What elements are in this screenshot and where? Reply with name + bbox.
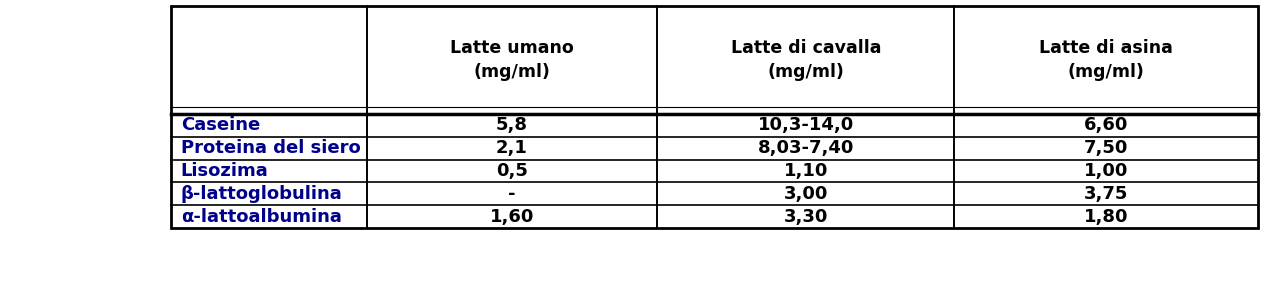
Text: 3,30: 3,30 (784, 208, 828, 226)
Text: Caseine: Caseine (181, 116, 260, 134)
Text: 5,8: 5,8 (495, 116, 528, 134)
Text: 7,50: 7,50 (1083, 139, 1129, 157)
Text: 3,75: 3,75 (1083, 185, 1129, 203)
Text: Latte umano
(mg/ml): Latte umano (mg/ml) (450, 39, 574, 81)
Text: 8,03-7,40: 8,03-7,40 (757, 139, 854, 157)
Text: 1,80: 1,80 (1083, 208, 1129, 226)
Text: Latte di asina
(mg/ml): Latte di asina (mg/ml) (1039, 39, 1173, 81)
Text: Latte di cavalla
(mg/ml): Latte di cavalla (mg/ml) (731, 39, 881, 81)
Text: β-lattoglobulina: β-lattoglobulina (181, 185, 343, 203)
Text: α-lattoalbumina: α-lattoalbumina (181, 208, 341, 226)
Text: Lisozima: Lisozima (181, 162, 268, 180)
Text: 10,3-14,0: 10,3-14,0 (757, 116, 854, 134)
Text: 2,1: 2,1 (495, 139, 528, 157)
Text: 1,00: 1,00 (1083, 162, 1129, 180)
Text: 1,10: 1,10 (784, 162, 828, 180)
Text: 1,60: 1,60 (489, 208, 535, 226)
Text: 3,00: 3,00 (784, 185, 828, 203)
Text: Proteina del siero: Proteina del siero (181, 139, 360, 157)
Text: 6,60: 6,60 (1083, 116, 1129, 134)
Text: -: - (508, 185, 516, 203)
Text: 0,5: 0,5 (495, 162, 528, 180)
